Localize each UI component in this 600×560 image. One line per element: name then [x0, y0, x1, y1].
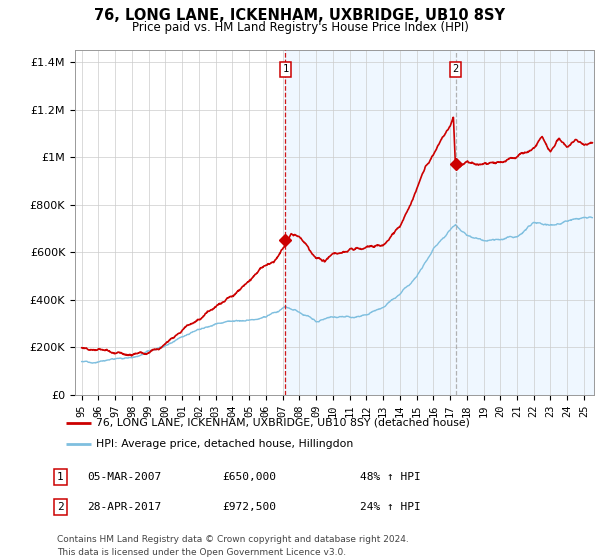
- Text: 1: 1: [57, 472, 64, 482]
- Text: Contains HM Land Registry data © Crown copyright and database right 2024.: Contains HM Land Registry data © Crown c…: [57, 535, 409, 544]
- Text: 1: 1: [283, 64, 289, 74]
- Text: 28-APR-2017: 28-APR-2017: [87, 502, 161, 512]
- Text: 48% ↑ HPI: 48% ↑ HPI: [360, 472, 421, 482]
- Text: This data is licensed under the Open Government Licence v3.0.: This data is licensed under the Open Gov…: [57, 548, 346, 557]
- Text: Price paid vs. HM Land Registry's House Price Index (HPI): Price paid vs. HM Land Registry's House …: [131, 21, 469, 34]
- Text: £972,500: £972,500: [222, 502, 276, 512]
- Text: 2: 2: [57, 502, 64, 512]
- Text: 05-MAR-2007: 05-MAR-2007: [87, 472, 161, 482]
- Text: 76, LONG LANE, ICKENHAM, UXBRIDGE, UB10 8SY: 76, LONG LANE, ICKENHAM, UXBRIDGE, UB10 …: [95, 8, 505, 24]
- Text: HPI: Average price, detached house, Hillingdon: HPI: Average price, detached house, Hill…: [97, 439, 353, 449]
- Text: £650,000: £650,000: [222, 472, 276, 482]
- Bar: [286, 50, 594, 395]
- Text: 24% ↑ HPI: 24% ↑ HPI: [360, 502, 421, 512]
- Text: 76, LONG LANE, ICKENHAM, UXBRIDGE, UB10 8SY (detached house): 76, LONG LANE, ICKENHAM, UXBRIDGE, UB10 …: [97, 418, 470, 428]
- Text: 2: 2: [452, 64, 458, 74]
